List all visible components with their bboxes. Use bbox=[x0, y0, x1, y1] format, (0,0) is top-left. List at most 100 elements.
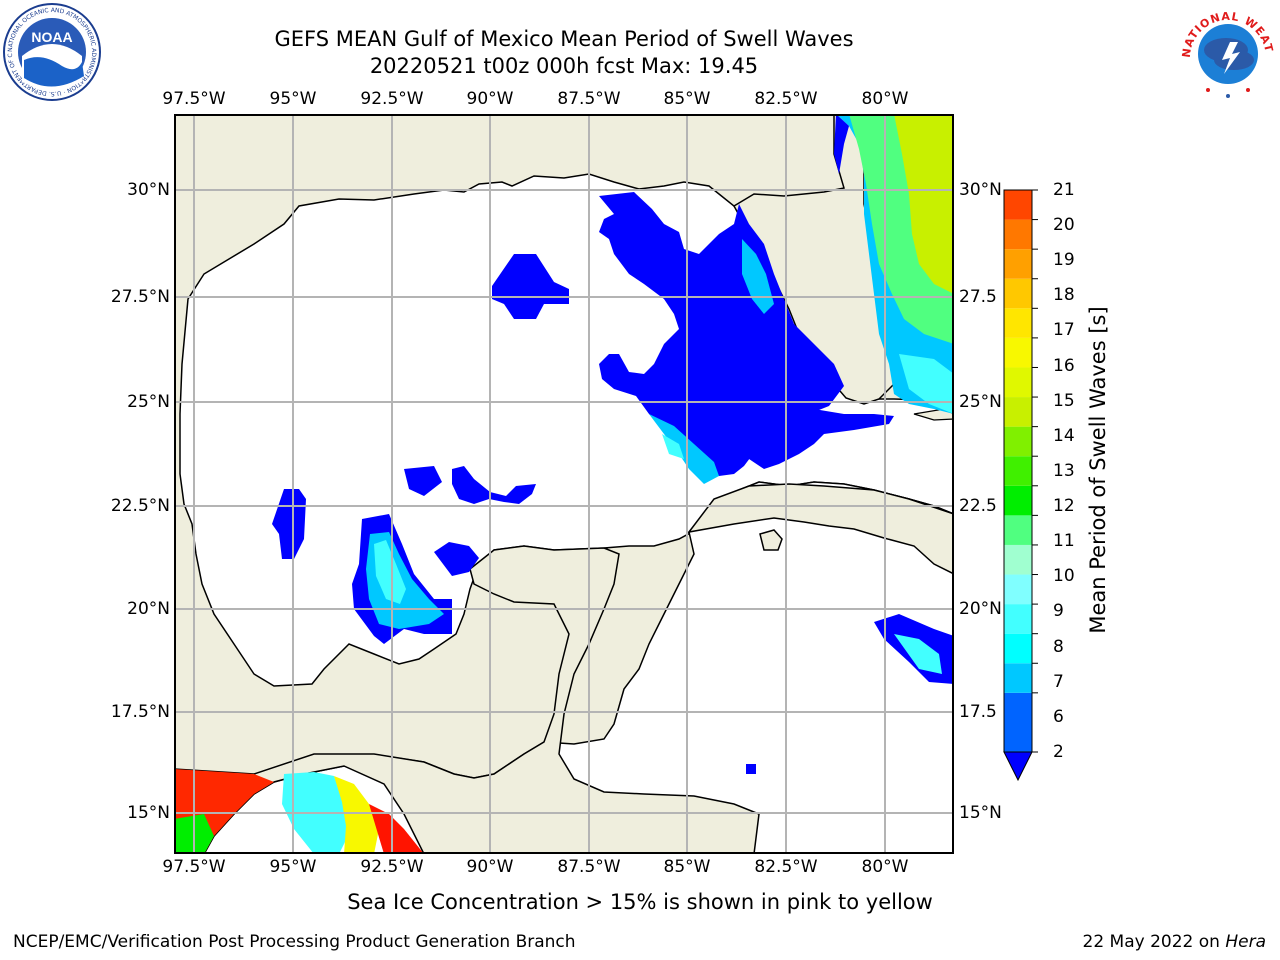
colorbar-tick: 21 bbox=[1053, 180, 1075, 200]
lon-tick-top: 90°W bbox=[466, 89, 514, 109]
footer-credit: NCEP/EMC/Verification Post Processing Pr… bbox=[13, 932, 576, 952]
colorbar-band bbox=[1004, 308, 1032, 338]
lon-tick-bottom: 87.5°W bbox=[557, 857, 621, 877]
noaa-logo: NATIONAL OCEANIC AND ATMOSPHERIC ADMINIS… bbox=[2, 2, 101, 101]
sea-ice-note: Sea Ice Concentration > 15% is shown in … bbox=[347, 890, 933, 914]
map-subtitle: 20220521 t00z 000h fcst Max: 19.45 bbox=[369, 54, 759, 78]
colorbar-tick: 16 bbox=[1053, 356, 1075, 376]
lat-tick-left: 15°N bbox=[127, 803, 170, 823]
fill-bay-campeche-inner bbox=[374, 540, 406, 604]
lat-tick-left: 20°N bbox=[127, 599, 170, 619]
fill-caribbean-dot bbox=[746, 764, 756, 774]
colorbar-tick: 15 bbox=[1053, 391, 1075, 411]
lat-tick-left: 27.5°N bbox=[110, 287, 170, 307]
lon-tick-top: 92.5°W bbox=[360, 89, 424, 109]
lat-tick-left: 22.5°N bbox=[110, 496, 170, 516]
colorbar-band bbox=[1004, 426, 1032, 457]
colorbar-band bbox=[1004, 604, 1032, 634]
lat-tick-left: 17.5°N bbox=[110, 702, 170, 722]
colorbar-tick: 19 bbox=[1053, 250, 1075, 270]
footer-machine: Hera bbox=[1225, 932, 1266, 952]
colorbar-band bbox=[1004, 574, 1032, 605]
lat-tick-left: 30°N bbox=[127, 180, 170, 200]
colorbar-tick: 18 bbox=[1053, 285, 1075, 305]
colorbar-under-triangle bbox=[1003, 751, 1033, 782]
lat-tick-right: 27.5 bbox=[959, 287, 997, 307]
lon-tick-top: 85°W bbox=[663, 89, 711, 109]
colorbar-band bbox=[1004, 692, 1032, 752]
fill-pacific-red bbox=[369, 804, 424, 854]
colorbar-band bbox=[1004, 278, 1032, 309]
colorbar-tick: 12 bbox=[1053, 496, 1075, 516]
fill-atlantic-edge bbox=[834, 114, 849, 174]
lon-tick-bottom: 90°W bbox=[466, 857, 514, 877]
colorbar-label: Mean Period of Swell Waves [s] bbox=[1086, 306, 1110, 634]
lat-tick-right: 15°N bbox=[959, 803, 1002, 823]
fill-west-florida bbox=[742, 239, 774, 314]
isla-de-la-juventud bbox=[759, 529, 783, 551]
fill-caribbean-east-cyan bbox=[894, 634, 942, 674]
fill-mid-gulf-2 bbox=[452, 466, 536, 504]
colorbar-tick: 14 bbox=[1053, 426, 1075, 446]
colorbar-tick: 17 bbox=[1053, 320, 1075, 340]
lon-tick-top: 82.5°W bbox=[754, 89, 818, 109]
noaa-logo-text: NOAA bbox=[31, 29, 72, 45]
colorbar-tick: 6 bbox=[1053, 707, 1064, 727]
colorbar-band bbox=[1004, 337, 1032, 368]
fill-east-gulf-cyan bbox=[649, 414, 719, 484]
lat-tick-right: 22.5 bbox=[959, 496, 997, 516]
fill-pacific-yellow bbox=[334, 776, 379, 854]
lat-tick-right: 30°N bbox=[959, 180, 1002, 200]
lon-tick-top: 80°W bbox=[861, 89, 909, 109]
colorbar-band bbox=[1004, 397, 1032, 427]
colorbar-tick: 8 bbox=[1053, 637, 1064, 657]
colorbar-band bbox=[1004, 663, 1032, 693]
colorbar-band bbox=[1004, 515, 1032, 545]
fill-east-gulf-blob bbox=[599, 192, 844, 476]
fill-atlantic-cyan bbox=[899, 354, 954, 414]
colorbar-band bbox=[1004, 456, 1032, 486]
colorbar-frame bbox=[1003, 189, 1033, 753]
fill-east-gulf-inner bbox=[662, 434, 684, 459]
colorbar bbox=[1003, 189, 1038, 782]
lon-tick-bottom: 82.5°W bbox=[754, 857, 818, 877]
fill-atlantic-yellow bbox=[894, 114, 954, 294]
lon-tick-top: 95°W bbox=[269, 89, 317, 109]
colorbar-tick: 20 bbox=[1053, 215, 1075, 235]
lat-tick-right: 17.5 bbox=[959, 702, 997, 722]
colorbar-tick: 10 bbox=[1053, 566, 1075, 586]
lat-tick-left: 25°N bbox=[127, 392, 170, 412]
colorbar-tick: 2 bbox=[1053, 742, 1064, 762]
lon-tick-bottom: 80°W bbox=[861, 857, 909, 877]
colorbar-band bbox=[1004, 633, 1032, 664]
graticule bbox=[174, 114, 954, 854]
fill-florida-straits bbox=[734, 409, 894, 469]
colorbar-band bbox=[1004, 544, 1032, 575]
fill-mid-gulf-3 bbox=[434, 542, 479, 576]
footer-date-text: 22 May 2022 on bbox=[1082, 932, 1220, 952]
map-title: GEFS MEAN Gulf of Mexico Mean Period of … bbox=[274, 27, 854, 51]
colorbar-tick: 13 bbox=[1053, 461, 1075, 481]
fill-nw-gulf-blob bbox=[492, 254, 569, 319]
colorbar-band bbox=[1004, 249, 1032, 279]
footer-date: 22 May 2022 on Hera bbox=[1083, 932, 1267, 952]
nws-logo: NATIONAL WEATHER SERVICE bbox=[1178, 2, 1276, 100]
lat-tick-right: 20°N bbox=[959, 599, 1002, 619]
lon-tick-top: 87.5°W bbox=[557, 89, 621, 109]
lon-tick-bottom: 97.5°W bbox=[162, 857, 226, 877]
fill-mid-gulf-1 bbox=[404, 466, 442, 496]
lon-tick-bottom: 85°W bbox=[663, 857, 711, 877]
lon-tick-bottom: 95°W bbox=[269, 857, 317, 877]
colorbar-tick: 7 bbox=[1053, 672, 1064, 692]
lon-tick-bottom: 92.5°W bbox=[360, 857, 424, 877]
colorbar-band bbox=[1004, 367, 1032, 398]
gulf-map bbox=[174, 114, 954, 854]
colorbar-band bbox=[1004, 190, 1032, 220]
lat-tick-right: 25°N bbox=[959, 392, 1002, 412]
colorbar-band bbox=[1004, 219, 1032, 250]
map-frame bbox=[174, 114, 954, 854]
colorbar-tick: 11 bbox=[1053, 531, 1075, 551]
lon-tick-top: 97.5°W bbox=[162, 89, 226, 109]
colorbar-tick: 9 bbox=[1053, 601, 1064, 621]
colorbar-band bbox=[1004, 485, 1032, 516]
